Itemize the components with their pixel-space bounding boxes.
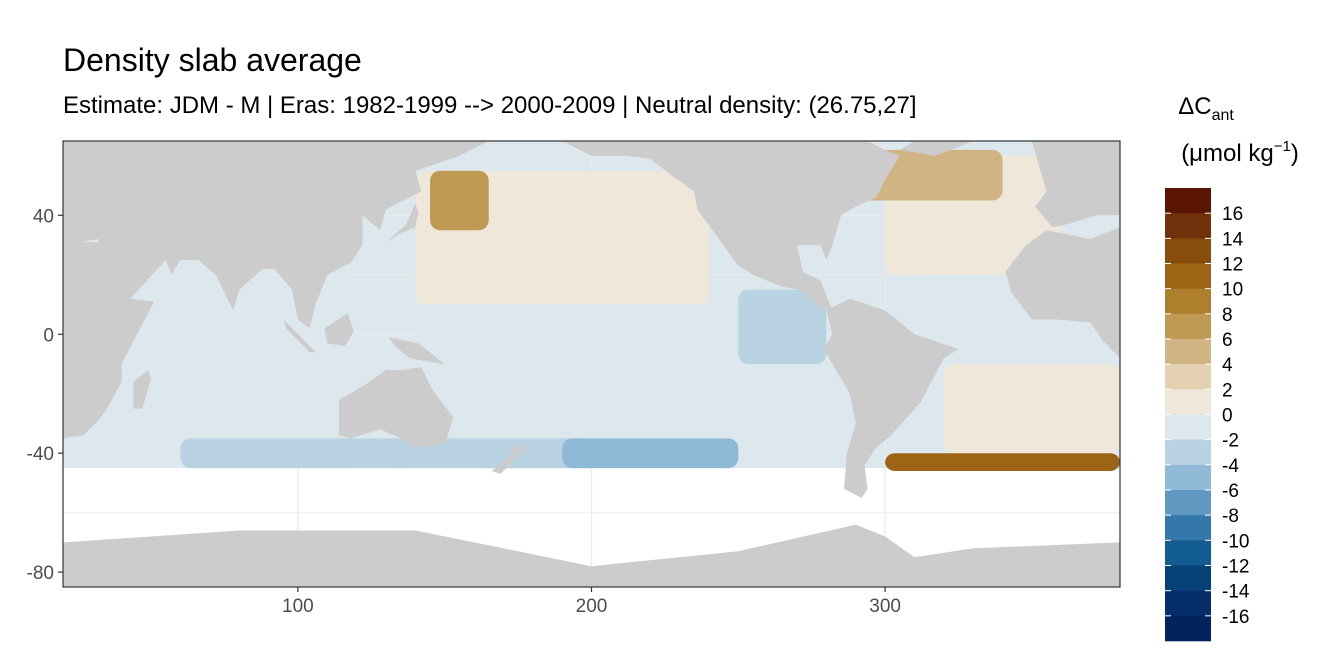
region-6: [385, 438, 592, 469]
panel-content: [63, 141, 1120, 587]
y-tick-label-0: 40: [33, 206, 54, 227]
legend-key-16: [1165, 590, 1211, 617]
legend-title: ΔCant: [1178, 93, 1234, 124]
legend-unit-suffix: ): [1291, 140, 1299, 167]
land-europe: [1031, 141, 1120, 228]
y-tick-label-2: -40: [27, 444, 54, 465]
land-australia: [339, 367, 454, 448]
legend-key-15: [1165, 565, 1211, 591]
land-south-america: [823, 298, 959, 498]
x-tick-label-0: 100: [282, 596, 314, 617]
legend-key-3: [1165, 263, 1211, 289]
region-4: [121, 274, 357, 469]
legend-key-12: [1165, 490, 1211, 516]
land-eurasia: [63, 141, 489, 329]
legend-label-9: -2: [1222, 431, 1239, 452]
land-new-zealand: [491, 444, 527, 474]
legend-label-1: 14: [1222, 229, 1244, 250]
land-japan: [386, 203, 419, 243]
x-tick-label-1: 200: [576, 596, 608, 617]
legend-key-5: [1165, 313, 1211, 340]
region-13: [430, 170, 489, 231]
land-new-guinea: [388, 337, 445, 364]
legend-key-17: [1165, 615, 1211, 642]
land-borneo: [324, 313, 354, 347]
legend-key-6: [1165, 339, 1211, 365]
legend-unit: (μmol kg−1): [1181, 138, 1299, 167]
legend-label-3: 10: [1222, 280, 1243, 301]
legend-key-2: [1165, 238, 1211, 264]
legend-key-1: [1165, 213, 1211, 239]
legend-label-4: 8: [1222, 305, 1233, 326]
region-3: [738, 289, 827, 364]
legend-title-subscript: ant: [1212, 107, 1235, 124]
legend-key-7: [1165, 364, 1211, 390]
legend-label-10: -4: [1222, 456, 1239, 477]
legend-label-16: -16: [1222, 607, 1249, 628]
legend-label-8: 0: [1222, 406, 1233, 427]
legend-label-2: 12: [1222, 255, 1243, 276]
legend-key-10: [1165, 439, 1211, 466]
land-antarctica: [63, 524, 1120, 587]
land-africa-east: [1005, 227, 1120, 359]
land-sumatra: [283, 319, 316, 353]
legend: ΔCant (μmol kg−1) 16 14 12 10 8 6 4 2 0 -2 -4 -6 -8 -…: [1165, 93, 1299, 642]
land-north-america: [562, 141, 900, 311]
legend-label-5: 6: [1222, 330, 1233, 351]
region-1: [415, 304, 827, 364]
y-tick-label-1: 0: [43, 325, 54, 346]
legend-title-symbol: ΔC: [1178, 93, 1211, 120]
chart-title: Density slab average: [63, 42, 362, 78]
legend-key-0: [1165, 188, 1211, 214]
region-11: [943, 364, 1120, 454]
land-africa: [63, 242, 154, 439]
legend-label-6: 4: [1222, 355, 1233, 376]
legend-key-8: [1165, 389, 1211, 415]
legend-label-14: -12: [1222, 557, 1249, 578]
chart-subtitle: Estimate: JDM - M | Eras: 1982-1999 --> …: [63, 92, 917, 119]
legend-label-13: -10: [1222, 531, 1249, 552]
x-tick-label-2: 300: [869, 596, 901, 617]
legend-label-11: -6: [1222, 481, 1239, 502]
legend-unit-superscript: −1: [1274, 138, 1291, 155]
legend-unit-prefix: (μmol kg: [1181, 140, 1274, 167]
plot-panel: [62, 140, 1121, 588]
legend-key-13: [1165, 515, 1211, 541]
region-12: [885, 453, 1120, 472]
legend-key-11: [1165, 464, 1211, 491]
legend-label-12: -8: [1222, 506, 1239, 527]
land-madagascar: [133, 369, 152, 409]
legend-key-9: [1165, 414, 1211, 440]
legend-keys: 16 14 12 10 8 6 4 2 0 -2 -4 -6 -8 -10 -12 -14 -16: [1165, 188, 1250, 642]
land-greenland: [899, 141, 974, 156]
legend-key-4: [1165, 288, 1211, 315]
legend-label-7: 2: [1222, 380, 1233, 401]
legend-label-0: 16: [1222, 204, 1243, 225]
y-tick-label-3: -80: [27, 563, 54, 584]
region-5: [180, 438, 416, 469]
region-7: [562, 438, 739, 469]
legend-key-14: [1165, 540, 1211, 566]
legend-label-15: -14: [1222, 582, 1250, 603]
